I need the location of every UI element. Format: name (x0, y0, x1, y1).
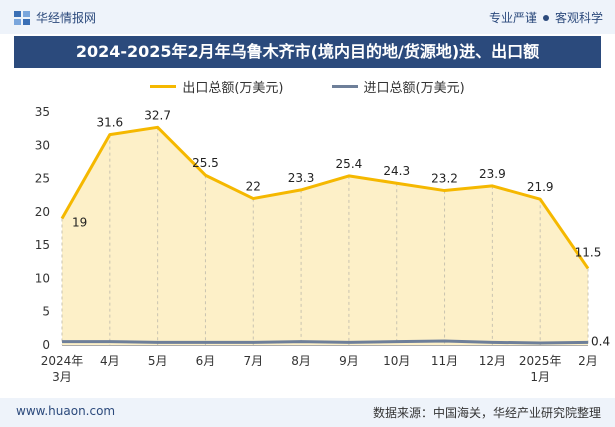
export-data-label: 24.3 (383, 164, 410, 178)
y-tick-label: 30 (35, 138, 50, 152)
export-data-label: 22 (246, 180, 261, 194)
legend-import-swatch (331, 85, 358, 88)
y-tick-label: 15 (35, 238, 50, 252)
export-data-label: 31.6 (96, 116, 123, 130)
export-data-label: 23.2 (431, 172, 458, 186)
brand-logo-icon (14, 10, 30, 25)
export-data-label: 32.7 (144, 108, 171, 122)
tag-objective: 客观科学 (554, 11, 603, 25)
legend-export: 出口总额(万美元) (150, 77, 284, 96)
y-tick-label: 35 (35, 105, 50, 119)
export-data-label: 23.9 (479, 167, 506, 181)
x-tick-label: 9月 (339, 354, 359, 368)
x-tick-label: 11月 (431, 354, 458, 368)
x-tick-label: 2024年 3月 (41, 354, 84, 384)
legend-import: 进口总额(万美元) (331, 77, 465, 96)
legend-export-label: 出口总额(万美元) (182, 81, 284, 96)
x-tick-label: 2025年 1月 (519, 354, 562, 384)
x-tick-label: 6月 (196, 354, 216, 368)
x-tick-label: 8月 (291, 354, 311, 368)
export-data-label: 25.4 (336, 157, 363, 171)
export-area (62, 127, 588, 345)
y-tick-label: 10 (35, 271, 50, 285)
export-line (60, 125, 590, 270)
export-data-label: 23.3 (288, 171, 315, 185)
export-data-label: 21.9 (527, 180, 554, 194)
y-tick-label: 25 (35, 172, 50, 186)
top-bar: 华经情报网 专业严谨 客观科学 (0, 0, 615, 34)
footer-source: 数据来源：中国海关，华经产业研究院整理 (372, 406, 601, 420)
x-tick-label: 5月 (148, 354, 168, 368)
export-data-label: 11.5 (575, 245, 602, 259)
y-tick-label: 20 (35, 205, 50, 219)
chart-area: 0 5 10 15 20 25 30 35 19 31.6 32.7 25.5 22 23.3 25.4 24… (35, 105, 610, 384)
brand-name: 华经情报网 (36, 11, 97, 25)
export-data-label: 19 (72, 216, 87, 230)
export-data-label: 25.5 (192, 156, 219, 170)
footer-website: www.huaon.com (16, 404, 116, 418)
y-tick-label: 5 (42, 305, 50, 319)
x-tick-label: 10月 (383, 354, 410, 368)
separator-dot-icon (542, 15, 549, 21)
import-line (62, 339, 589, 345)
import-data-label: 0.4 (591, 334, 610, 348)
brand: 华经情报网 (14, 9, 96, 26)
y-tick-label: 0 (42, 338, 50, 352)
legend-export-swatch (150, 85, 177, 88)
x-tick-label: 12月 (479, 354, 506, 368)
x-tick-label: 2月 (578, 354, 598, 368)
tag-professional: 专业严谨 (488, 11, 537, 25)
header-tags: 专业严谨 客观科学 (489, 9, 603, 26)
chart-title: 2024-2025年2月年乌鲁木齐市(境内目的地/货源地)进、出口额 (14, 36, 601, 68)
x-tick-label: 4月 (100, 354, 120, 368)
chart-legend: 出口总额(万美元) 进口总额(万美元) (0, 77, 615, 96)
x-tick-label: 7月 (243, 354, 263, 368)
legend-import-label: 进口总额(万美元) (363, 81, 465, 96)
footer: www.huaon.com 数据来源：中国海关，华经产业研究院整理 (0, 398, 615, 427)
